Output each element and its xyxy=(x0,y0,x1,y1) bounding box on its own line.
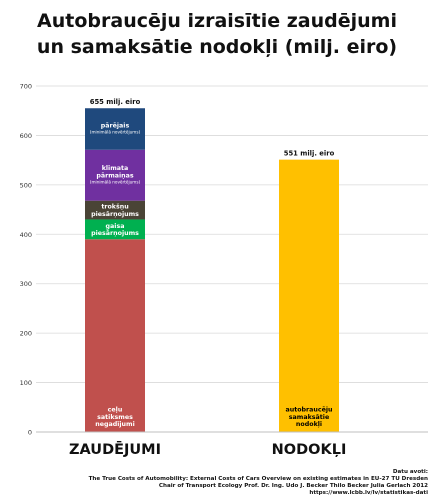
source-line-3: https://www.lcbb.lv/lv/statistikas-dati xyxy=(309,490,428,496)
y-tick-label: 600 xyxy=(20,132,32,140)
segment-label: autobraucēju xyxy=(285,407,332,414)
axes: 0 100 200 300 400 500 600 700 ZAUDĒJUMI NODOKĻI xyxy=(20,83,428,458)
segment-sublabel: (minimālā novērtējums) xyxy=(90,130,141,135)
segment-label: pārmaiņas xyxy=(96,172,134,179)
segment-label: negadījumi xyxy=(95,421,135,428)
y-tick-label: 200 xyxy=(20,330,32,338)
y-tick-label: 100 xyxy=(20,379,32,387)
x-category-label: ZAUDĒJUMI xyxy=(69,440,161,458)
bar-total-label: 655 milj. eiro xyxy=(90,98,141,106)
bar-total-label: 551 milj. eiro xyxy=(284,150,335,158)
source-line-1: The True Costs of Automobility: External… xyxy=(88,476,428,482)
y-tick-label: 0 xyxy=(28,429,32,437)
segment-label: gaisa xyxy=(106,223,125,230)
segment-label: klimata xyxy=(102,165,129,172)
chart-title: Autobraucēju izraisītie zaudējumi un sam… xyxy=(0,8,434,60)
bar-labels: ceļusatiksmesnegadījumigaisapiesārņojums… xyxy=(90,98,335,428)
title-line-1: Autobraucēju izraisītie zaudējumi xyxy=(37,10,397,32)
bar-segment xyxy=(85,108,145,150)
y-tick-label: 500 xyxy=(20,181,32,189)
segment-label: samaksātie xyxy=(289,414,329,421)
y-tick-label: 300 xyxy=(20,280,32,288)
bar-segment xyxy=(85,200,145,220)
title-line-2: un samaksātie nodokļi (milj. eiro) xyxy=(36,36,398,58)
bar-segment xyxy=(85,239,145,432)
bar-segment xyxy=(279,159,339,433)
y-tick-label: 700 xyxy=(20,83,32,91)
segment-label: piesārņojums xyxy=(91,230,139,237)
source-note: Datu avoti: The True Costs of Automobili… xyxy=(89,469,428,497)
x-category-label: NODOKĻI xyxy=(272,442,347,458)
y-tick-label: 400 xyxy=(20,231,32,239)
segment-label: ceļu xyxy=(108,407,123,414)
source-line-2: Chair of Transport Ecology Prof. Dr. Ing… xyxy=(158,483,428,489)
segment-label: pārējais xyxy=(101,123,130,130)
bar-segment xyxy=(85,219,145,240)
segment-label: satiksmes xyxy=(97,414,133,421)
segment-sublabel: (minimālā novērtējums) xyxy=(90,180,141,185)
bar-segment xyxy=(85,149,145,201)
bars xyxy=(85,108,339,433)
source-heading: Datu avoti: xyxy=(392,469,428,475)
segment-label: nodokļi xyxy=(296,421,322,428)
segment-label: trokšņu xyxy=(101,203,128,211)
segment-label: piesārņojums xyxy=(91,211,139,218)
